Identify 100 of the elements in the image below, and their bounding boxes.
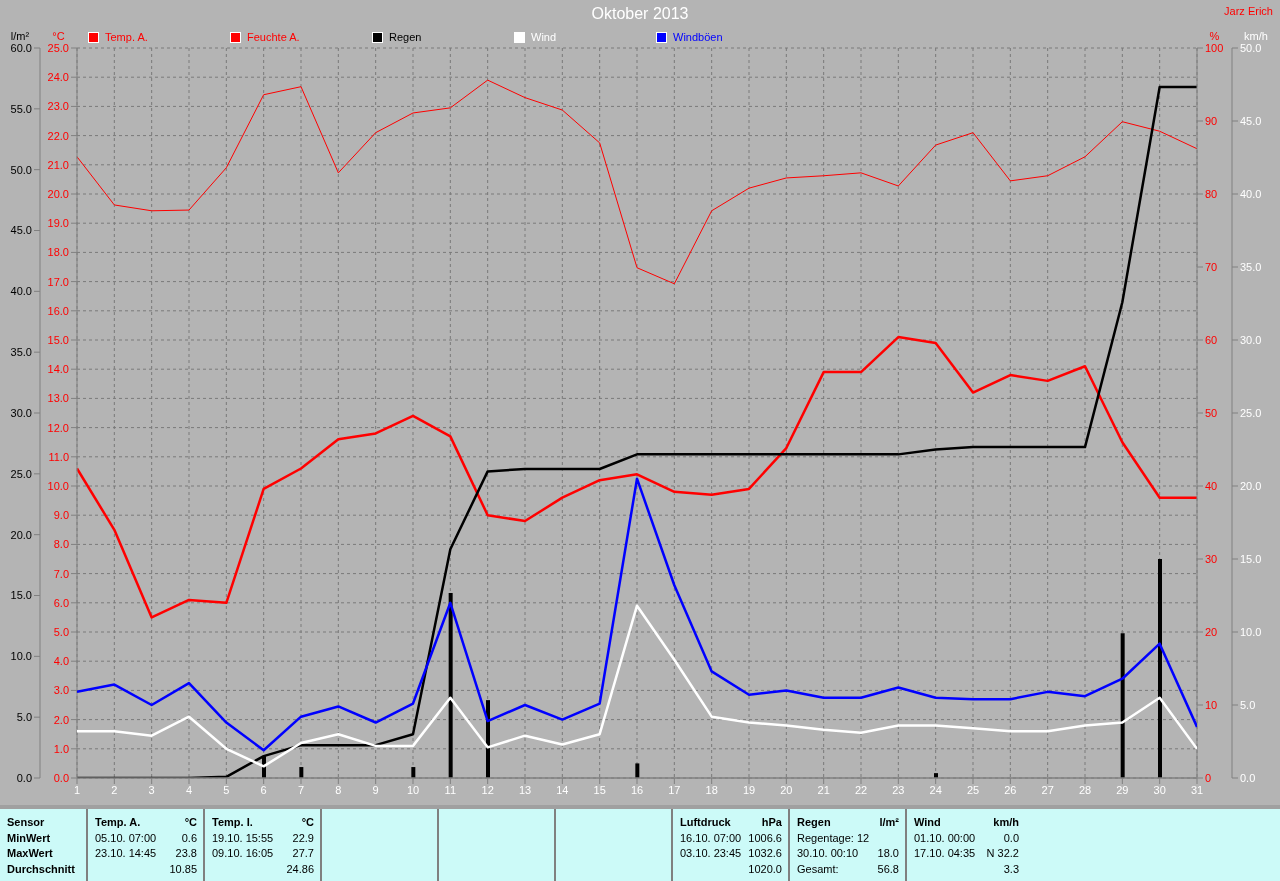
x-tick-label: 30 [1153, 783, 1166, 796]
x-tick-label: 26 [1004, 783, 1017, 796]
y-tick-label: 6.0 [53, 596, 69, 609]
x-tick-label: 6 [260, 783, 267, 796]
bar [1158, 559, 1162, 778]
y-tick-label: 10.0 [47, 479, 69, 492]
y-tick-label: 20.0 [47, 187, 69, 200]
y-tick-label: 5.0 [1240, 698, 1256, 711]
x-tick-label: 21 [817, 783, 830, 796]
x-tick-label: 18 [705, 783, 718, 796]
y-axis-title: km/h [1244, 30, 1268, 42]
text: 03.10. 23:45 1032.6 [680, 846, 782, 861]
line-series [77, 335, 1197, 619]
x-tick-label: 29 [1116, 783, 1129, 796]
y3-tick-label: 55.0 [10, 102, 32, 115]
y-tick-label: 2.0 [53, 713, 69, 726]
y-tick-label: 10.0 [1240, 625, 1262, 638]
x-tick-label: 17 [668, 783, 681, 796]
y3-axis-title: l/m² [10, 30, 30, 42]
y-tick-label: 21.0 [47, 158, 69, 171]
text: Gesamt: 56.8 [797, 862, 899, 875]
legend-label: Wind [531, 31, 557, 43]
x-tick-label: 16 [630, 783, 644, 796]
legend-label: Temp. A. [105, 31, 148, 43]
text: MinWert [7, 830, 51, 846]
x-tick-label: 28 [1078, 783, 1092, 796]
text: 24.86 [286, 861, 314, 877]
text: Temp. A. °C [95, 816, 197, 828]
y2-tick-label: 40 [1205, 479, 1218, 492]
y-tick-label: 3.0 [53, 684, 69, 697]
text: 05.10. 07:00 0.6 [95, 831, 197, 844]
y3-tick-label: 15.0 [10, 589, 32, 602]
text: Temp. I. °C [212, 816, 314, 828]
x-tick-label: 19 [742, 783, 756, 796]
y-tick-label: 0.0 [1240, 771, 1256, 784]
y-tick-label: 35.0 [1240, 260, 1262, 273]
y-tick-label: 30.0 [1240, 333, 1262, 346]
x-tick-label: 22 [854, 783, 868, 796]
x-tick-label: 31 [1190, 783, 1204, 796]
y-tick-label: 40.0 [1240, 187, 1262, 200]
y-tick-label: 50.0 [1240, 41, 1262, 54]
x-tick-label: 20 [780, 783, 793, 796]
y-tick-label: 1.0 [53, 742, 69, 755]
y-tick-label: 16.0 [47, 304, 69, 317]
bar [411, 767, 416, 778]
y-tick-label: 25.0 [1240, 406, 1262, 419]
y2-tick-label: 70 [1205, 260, 1218, 273]
x-tick-label: 5 [223, 783, 230, 796]
y3-tick-label: 0.0 [16, 771, 32, 784]
y-tick-label: 5.0 [53, 625, 69, 638]
y-tick-label: 9.0 [53, 509, 69, 522]
y-tick-label: 25.0 [47, 41, 69, 54]
y-tick-label: 20.0 [1240, 479, 1262, 492]
x-tick-label: 9 [372, 783, 379, 796]
x-tick-label: 10 [406, 783, 420, 796]
y3-tick-label: 35.0 [10, 346, 32, 359]
y-tick-label: 17.0 [47, 275, 69, 288]
y-tick-label: 19.0 [47, 217, 69, 230]
x-tick-label: 27 [1041, 783, 1054, 796]
legend-label: Feuchte A. [247, 31, 300, 43]
x-tick-label: 11 [444, 783, 457, 796]
legend-label: Windböen [673, 31, 723, 43]
bar [635, 763, 640, 778]
text: MaxWert [7, 846, 53, 861]
y-tick-label: 15.0 [1240, 552, 1262, 565]
x-tick-label: 12 [481, 783, 494, 796]
text: Luftdruck hPa [680, 816, 782, 828]
y3-tick-label: 10.0 [10, 650, 32, 663]
x-tick-label: 7 [297, 783, 305, 796]
y-tick-label: 11.0 [48, 450, 69, 463]
x-tick-label: 4 [185, 783, 193, 796]
text: 3.3 [1003, 861, 1019, 877]
y-tick-label: 13.0 [47, 392, 69, 405]
text: 09.10. 16:05 27.7 [212, 847, 314, 859]
y2-tick-label: 0 [1205, 771, 1212, 784]
text: 23.10. 14:45 23.8 [95, 847, 197, 859]
text: 01.10. 00:00 0.0 [914, 831, 1019, 844]
y-tick-label: 7.0 [53, 567, 69, 580]
y3-tick-label: 45.0 [10, 224, 32, 237]
text: 17.10. 04:35 N 32.2 [914, 846, 1019, 861]
y3-tick-label: 25.0 [10, 467, 32, 480]
x-tick-label: 14 [556, 783, 569, 796]
y-tick-label: 8.0 [53, 538, 69, 551]
y2-tick-label: 80 [1205, 187, 1218, 200]
y-tick-label: 18.0 [47, 246, 69, 259]
y-tick-label: 0.0 [53, 771, 69, 784]
y2-tick-label: 60 [1205, 333, 1218, 346]
text: Regentage: 12 [797, 830, 870, 846]
y3-tick-label: 20.0 [10, 528, 32, 541]
legend-label: Regen [389, 31, 422, 43]
x-tick-label: 24 [929, 783, 942, 796]
y2-tick-label: 100 [1205, 41, 1224, 54]
x-tick-label: 1 [73, 783, 81, 796]
line-series [77, 79, 1197, 285]
x-tick-label: 25 [966, 783, 980, 796]
y2-tick-label: 90 [1205, 114, 1218, 127]
y3-tick-label: 50.0 [10, 163, 32, 176]
y3-tick-label: 40.0 [10, 285, 32, 298]
y-tick-label: 15.0 [47, 333, 69, 346]
y2-tick-label: 50 [1205, 406, 1218, 419]
